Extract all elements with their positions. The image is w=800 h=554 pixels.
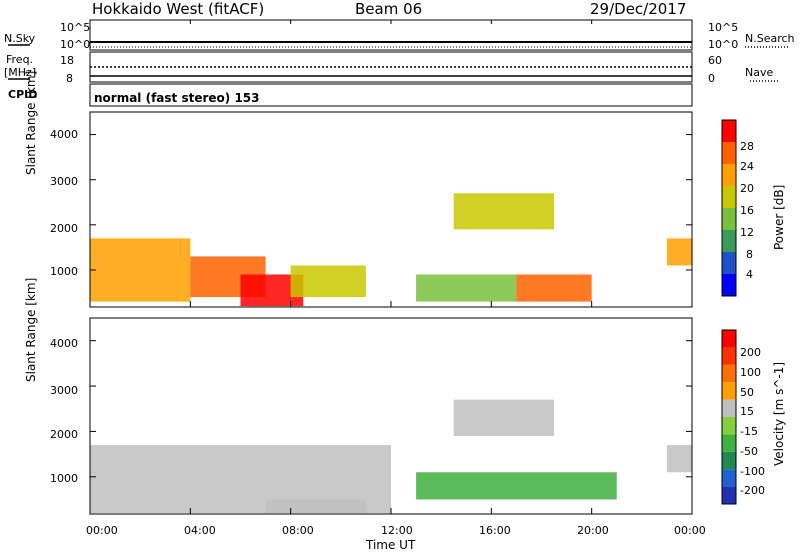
power-ytick-1000: 1000 [50, 265, 78, 278]
velocity-colorbar-seg-4 [722, 417, 736, 435]
xaxis-label: Time UT [366, 538, 416, 552]
power-ytick-3000: 3000 [50, 175, 78, 188]
nsearch-tick-high: 10^5 [708, 21, 739, 34]
vel-cbar-tick-m200: -200 [740, 484, 765, 497]
vel-ytick-1000: 1000 [50, 472, 78, 485]
xtick-0: 00:00 [86, 524, 118, 537]
station-title: Hokkaido West (fitACF) [92, 0, 265, 18]
power-ytick-4000: 4000 [50, 128, 78, 141]
vel-cbar-tick-15: 15 [740, 405, 754, 418]
velocity-region-2 [416, 472, 617, 500]
nsky-tick-high: 10^5 [60, 21, 91, 34]
velocity-colorbar-seg-0 [722, 486, 736, 504]
velocity-colorbar-seg-6 [722, 382, 736, 400]
power-cbar-tick-24: 24 [740, 160, 754, 173]
nsearch-tick-low: 10^0 [708, 38, 739, 51]
velocity-colorbar-seg-3 [722, 434, 736, 452]
velocity-region-4 [666, 445, 692, 473]
power-colorbar-seg-4 [722, 186, 736, 208]
vel-ytick-4000: 4000 [50, 337, 78, 350]
power-region-6 [453, 193, 555, 230]
power-cbar-tick-12: 12 [740, 226, 754, 239]
xtick-6: 00:00 [674, 524, 706, 537]
freq-tick-low: 8 [66, 72, 73, 85]
power-region-4 [416, 274, 517, 302]
xtick-2: 08:00 [282, 524, 314, 537]
power-region-5 [516, 274, 592, 302]
vel-cbar-label: Velocity [m s^-1] [772, 361, 786, 466]
vel-cbar-tick-m15: -15 [740, 425, 758, 438]
power-colorbar-seg-2 [722, 230, 736, 252]
power-cbar-tick-28: 28 [740, 140, 754, 153]
nsky-tick-low: 10^0 [60, 38, 91, 51]
vel-cbar-tick-50: 50 [740, 386, 754, 399]
velocity-colorbar-seg-1 [722, 469, 736, 487]
cpid-panel-frame [89, 83, 693, 107]
power-colorbar-seg-1 [722, 252, 736, 274]
vel-cbar-tick-m100: -100 [740, 465, 765, 478]
vel-cbar-tick-m50: -50 [740, 445, 758, 458]
power-region-3 [290, 265, 366, 298]
velocity-colorbar-seg-7 [722, 364, 736, 383]
beam-label: Beam 06 [355, 0, 423, 18]
cpid-value: normal (fast stereo) 153 [94, 91, 260, 105]
power-cbar-tick-4: 4 [746, 268, 753, 281]
velocity-colorbar-frame [721, 329, 737, 505]
xtick-5: 20:00 [577, 524, 609, 537]
nsearch-label: N.Search [745, 32, 795, 45]
vel-ytick-2000: 2000 [50, 428, 78, 441]
power-colorbar-seg-0 [722, 274, 736, 296]
nsky-panel-frame [89, 19, 693, 51]
power-cbar-tick-8: 8 [746, 248, 753, 261]
date-label: 29/Dec/2017 [590, 0, 687, 18]
power-cbar-tick-16: 16 [740, 204, 754, 217]
power-colorbar-frame [721, 119, 737, 297]
velocity-region-1 [265, 499, 366, 514]
xtick-4: 16:00 [479, 524, 511, 537]
cpid-label: CPID [8, 88, 38, 101]
vel-ytick-3000: 3000 [50, 384, 78, 397]
nave-tick-high: 60 [708, 54, 722, 67]
freq-tick-high: 18 [60, 54, 74, 67]
power-cbar-label: Power [dB] [772, 184, 786, 250]
power-colorbar-seg-3 [722, 208, 736, 230]
velocity-colorbar-seg-9 [722, 330, 736, 348]
power-colorbar-seg-7 [722, 120, 736, 142]
vel-cbar-tick-200: 200 [740, 346, 761, 359]
velocity-region-3 [453, 399, 555, 436]
vel-cbar-tick-100: 100 [740, 366, 761, 379]
freq-label: Freq. [6, 53, 34, 66]
power-colorbar-seg-5 [722, 164, 736, 186]
velocity-colorbar-seg-8 [722, 347, 736, 365]
nave-tick-low: 0 [708, 72, 715, 85]
power-ylabel: Slant Range [km] [24, 70, 38, 175]
vel-ylabel: Slant Range [km] [24, 277, 38, 382]
nave-label: Nave [745, 66, 774, 79]
power-region-0 [90, 238, 191, 302]
nsky-label: N.Sky [4, 32, 36, 45]
velocity-colorbar-seg-5 [722, 399, 736, 417]
xtick-3: 12:00 [381, 524, 413, 537]
xtick-1: 04:00 [184, 524, 216, 537]
power-region-7 [666, 238, 692, 266]
velocity-colorbar-seg-2 [722, 451, 736, 470]
power-colorbar-seg-6 [722, 142, 736, 164]
freq-unit-label: [MHz] [4, 66, 37, 79]
power-cbar-tick-20: 20 [740, 182, 754, 195]
power-ytick-2000: 2000 [50, 222, 78, 235]
